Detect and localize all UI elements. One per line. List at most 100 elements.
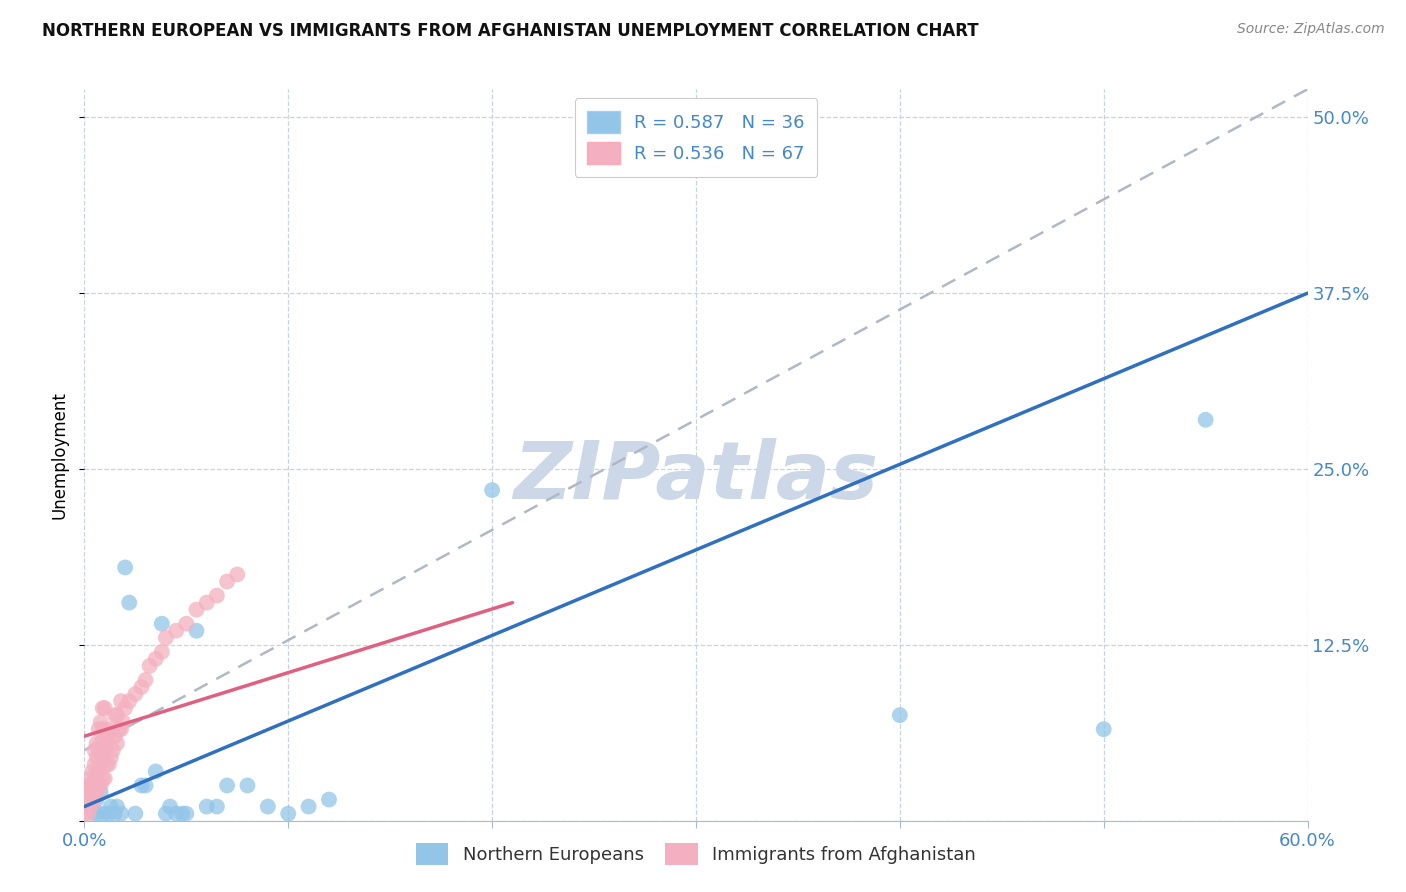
Point bbox=[87, 764, 110, 779]
Point bbox=[298, 799, 321, 814]
Point bbox=[165, 806, 187, 821]
Point bbox=[195, 799, 218, 814]
Point bbox=[86, 785, 108, 799]
Point bbox=[889, 708, 911, 723]
Point bbox=[159, 799, 181, 814]
Point bbox=[217, 779, 239, 793]
Point bbox=[90, 715, 112, 730]
Point bbox=[131, 779, 153, 793]
Point bbox=[93, 723, 117, 737]
Point bbox=[91, 723, 114, 737]
Point bbox=[87, 779, 110, 793]
Point bbox=[195, 596, 218, 610]
Text: Source: ZipAtlas.com: Source: ZipAtlas.com bbox=[1237, 22, 1385, 37]
Point bbox=[86, 750, 108, 764]
Point bbox=[226, 567, 249, 582]
Point bbox=[110, 694, 132, 708]
Point bbox=[318, 792, 340, 806]
Point bbox=[93, 806, 117, 821]
Point bbox=[104, 708, 127, 723]
Point bbox=[108, 723, 131, 737]
Point bbox=[83, 779, 105, 793]
Point bbox=[104, 806, 127, 821]
Point bbox=[90, 779, 112, 793]
Point bbox=[100, 723, 122, 737]
Point bbox=[155, 806, 177, 821]
Point bbox=[73, 806, 96, 821]
Point bbox=[257, 799, 280, 814]
Point bbox=[118, 694, 141, 708]
Point bbox=[79, 779, 101, 793]
Y-axis label: Unemployment: Unemployment bbox=[51, 391, 69, 519]
Point bbox=[114, 560, 136, 574]
Point bbox=[165, 624, 187, 638]
Point bbox=[186, 602, 208, 616]
Point bbox=[176, 806, 198, 821]
Point bbox=[93, 701, 117, 715]
Point bbox=[481, 483, 503, 497]
Point bbox=[1195, 413, 1218, 427]
Point bbox=[86, 772, 108, 786]
Point bbox=[131, 680, 153, 694]
Point bbox=[83, 792, 105, 806]
Text: ZIPatlas: ZIPatlas bbox=[513, 438, 879, 516]
Point bbox=[91, 772, 114, 786]
Point bbox=[145, 652, 167, 666]
Point bbox=[135, 779, 157, 793]
Point bbox=[87, 806, 110, 821]
Point bbox=[118, 596, 141, 610]
Point bbox=[105, 736, 128, 750]
Point bbox=[205, 589, 228, 603]
Point bbox=[90, 736, 112, 750]
Point bbox=[105, 708, 128, 723]
Point bbox=[75, 785, 97, 799]
Point bbox=[90, 757, 112, 772]
Point bbox=[110, 806, 132, 821]
Point bbox=[277, 806, 299, 821]
Point bbox=[91, 750, 114, 764]
Point bbox=[82, 779, 104, 793]
Point bbox=[172, 806, 194, 821]
Point bbox=[77, 792, 100, 806]
Point bbox=[75, 799, 97, 814]
Point bbox=[83, 806, 105, 821]
Point bbox=[145, 764, 167, 779]
Point bbox=[150, 616, 173, 631]
Point bbox=[114, 701, 136, 715]
Point bbox=[155, 631, 177, 645]
Point bbox=[100, 750, 122, 764]
Point bbox=[236, 779, 259, 793]
Point bbox=[138, 659, 160, 673]
Point bbox=[87, 723, 110, 737]
Point bbox=[82, 792, 104, 806]
Point bbox=[124, 687, 146, 701]
Point bbox=[105, 799, 128, 814]
Point bbox=[97, 757, 120, 772]
Point bbox=[176, 616, 198, 631]
Point bbox=[79, 785, 101, 799]
Point bbox=[77, 806, 100, 821]
Point bbox=[91, 701, 114, 715]
Point bbox=[186, 624, 208, 638]
Point bbox=[82, 764, 104, 779]
Text: NORTHERN EUROPEAN VS IMMIGRANTS FROM AFGHANISTAN UNEMPLOYMENT CORRELATION CHART: NORTHERN EUROPEAN VS IMMIGRANTS FROM AFG… bbox=[42, 22, 979, 40]
Point bbox=[77, 779, 100, 793]
Point bbox=[100, 799, 122, 814]
Point bbox=[112, 715, 135, 730]
Point bbox=[124, 806, 146, 821]
Point bbox=[79, 799, 101, 814]
Point bbox=[93, 743, 117, 757]
Point bbox=[96, 736, 118, 750]
Point bbox=[93, 772, 117, 786]
Point bbox=[79, 772, 101, 786]
Point bbox=[101, 743, 124, 757]
Point bbox=[110, 723, 132, 737]
Point bbox=[83, 743, 105, 757]
Point bbox=[104, 729, 127, 743]
Point bbox=[150, 645, 173, 659]
Point bbox=[135, 673, 157, 687]
Point bbox=[90, 785, 112, 799]
Legend: Northern Europeans, Immigrants from Afghanistan: Northern Europeans, Immigrants from Afgh… bbox=[406, 834, 986, 874]
Point bbox=[1092, 723, 1115, 737]
Point bbox=[87, 743, 110, 757]
